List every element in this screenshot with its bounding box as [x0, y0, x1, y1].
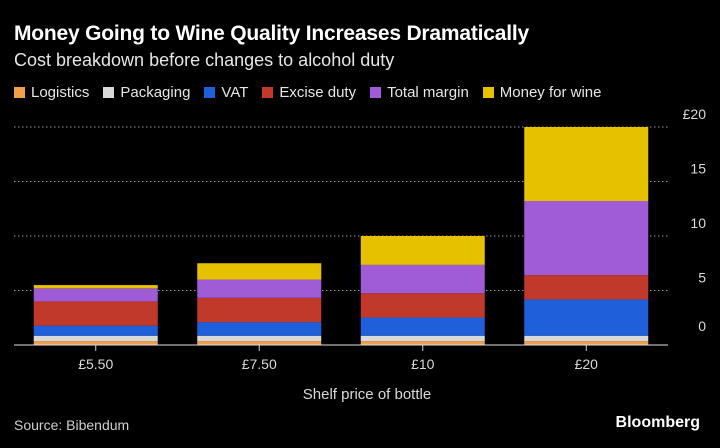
y-tick-label: 0	[698, 318, 706, 334]
y-tick-label: 10	[690, 215, 706, 231]
legend-label: Packaging	[120, 84, 191, 101]
bar-segment-total-margin	[197, 279, 322, 298]
bar-segment-packaging	[197, 335, 322, 342]
bar-segment-money-for-wine	[197, 263, 322, 280]
y-tick-label: 5	[698, 270, 706, 286]
y-tick-label: £20	[683, 106, 707, 122]
legend-label: Money for wine	[499, 84, 602, 101]
bar-segment-total-margin	[360, 264, 485, 294]
legend-label: Logistics	[31, 84, 90, 101]
legend-swatch	[204, 87, 216, 98]
legend-label: Excise duty	[279, 84, 357, 101]
bar-segment-vat	[33, 325, 158, 336]
bar-segment-excise-duty	[33, 301, 158, 326]
legend-swatch	[262, 87, 274, 98]
bar-segment-packaging	[360, 335, 485, 342]
bar-segment-total-margin	[33, 288, 158, 302]
legend-swatch	[103, 87, 115, 98]
legend-label: VAT	[221, 84, 249, 101]
legend-item-money-for-wine: Money for wine	[482, 84, 602, 101]
bar-segment-excise-duty	[197, 297, 322, 323]
bar-segment-packaging	[33, 335, 158, 342]
legend-item-total-margin: Total margin	[370, 84, 469, 101]
x-tick-label: £5.50	[78, 356, 113, 372]
legend-label: Total margin	[387, 84, 469, 101]
x-tick-label: £10	[411, 356, 435, 372]
legend-item-logistics: Logistics	[14, 84, 89, 101]
x-tick-label: £7.50	[242, 356, 277, 372]
legend-swatch	[370, 87, 382, 98]
y-tick-label: 15	[690, 161, 706, 177]
x-axis-label: Shelf price of bottle	[303, 386, 431, 403]
bar-segment-logistics	[360, 341, 485, 345]
bar-segment-logistics	[33, 341, 158, 345]
bar-segment-vat	[524, 299, 649, 336]
bloomberg-logo: Bloomberg	[615, 414, 700, 431]
bar-segment-vat	[197, 322, 322, 336]
source-note: Source: Bibendum	[14, 417, 130, 433]
bar-segment-vat	[360, 317, 485, 336]
bar-segment-total-margin	[524, 201, 649, 276]
bar-segment-logistics	[524, 341, 649, 345]
legend: Logistics Packaging VAT Excise duty Total ma…	[14, 84, 616, 101]
bar-segment-excise-duty	[524, 275, 649, 300]
legend-swatch	[482, 87, 494, 98]
legend-swatch	[14, 87, 25, 98]
chart-subtitle: Cost breakdown before changes to alcohol…	[14, 50, 395, 70]
legend-item-vat: VAT	[204, 84, 248, 101]
legend-item-excise-duty: Excise duty	[262, 84, 356, 101]
bar-segment-logistics	[197, 341, 322, 345]
bar-segment-packaging	[524, 335, 649, 342]
chart-title: Money Going to Wine Quality Increases Dr…	[14, 22, 529, 45]
legend-item-packaging: Packaging	[103, 84, 190, 101]
bar-segment-excise-duty	[360, 293, 485, 318]
bar-segment-money-for-wine	[524, 127, 649, 202]
bar-segment-money-for-wine	[33, 285, 158, 289]
bar-segment-money-for-wine	[360, 236, 485, 265]
x-tick-label: £20	[575, 356, 599, 372]
